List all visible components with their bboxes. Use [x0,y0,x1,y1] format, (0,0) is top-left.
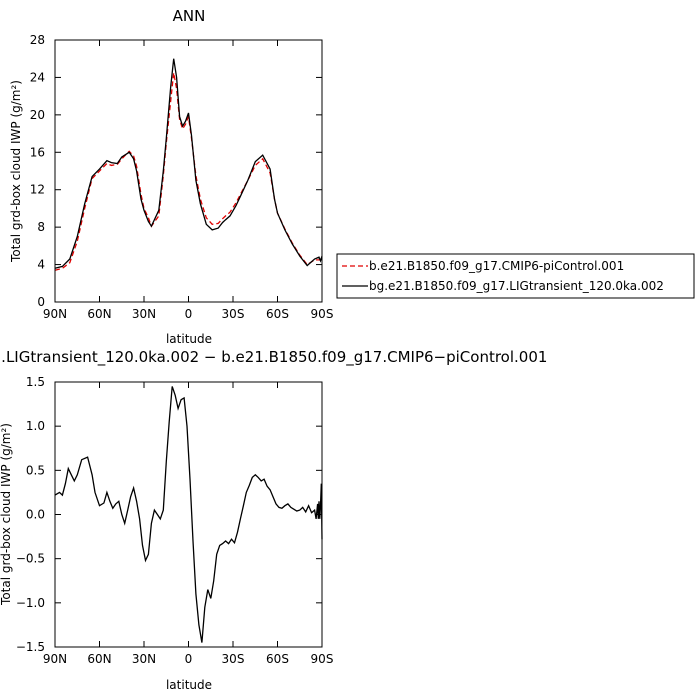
y-tick-label-0-6: 24 [30,70,45,84]
legend-label-transient: bg.e21.B1850.f09_g17.LIGtransient_120.0k… [369,279,664,293]
bottom-series-lines [54,386,323,643]
top-panel: ANN 90N 60N 30N 0 30S 60S 90S 0 4 8 12 16 20 24 28 lat… [9,7,333,346]
x-tick-label-0-5: 60S [266,307,289,321]
top-y-axis-label: Total grd-box cloud IWP (g/m²) [9,80,23,263]
x-tick-label-0-3: 0 [185,307,193,321]
x-tick-label-1-6: 90S [311,652,334,666]
x-tick-label-0-2: 30N [132,307,156,321]
bottom-y-axis-label: Total grd-box cloud IWP (g/m²) [0,423,13,606]
series-line-0-1 [54,58,323,269]
top-x-axis-label: latitude [166,332,212,346]
y-tick-label-0-2: 8 [37,220,45,234]
legend: b.e21.B1850.f09_g17.CMIP6-piControl.001 … [336,253,695,299]
x-tick-label-1-0: 90N [43,652,67,666]
top-series-lines [54,58,323,271]
x-tick-label-1-5: 60S [266,652,289,666]
bottom-x-axis-label: latitude [166,678,212,692]
y-tick-label-1-0: −1.5 [16,640,45,654]
x-tick-label-1-1: 60N [87,652,111,666]
top-axis-ticks: 90N 60N 30N 0 30S 60S 90S 0 4 8 12 16 20 24 28 [30,33,334,321]
y-tick-label-0-5: 20 [30,108,45,122]
y-tick-label-1-2: −0.5 [16,552,45,566]
x-tick-label-0-4: 30S [222,307,245,321]
y-tick-label-1-4: 0.5 [26,463,45,477]
y-tick-label-0-4: 16 [30,145,45,159]
y-tick-label-1-5: 1.0 [26,419,45,433]
top-plot-frame [54,39,323,303]
bottom-panel: bg.e21.B1850.f09_g17.LIGtransient_120.0k… [0,348,547,692]
legend-box [336,253,695,299]
top-chart-title: ANN [173,7,206,25]
y-tick-label-1-6: 1.5 [26,375,45,389]
bottom-chart-title: bg.e21.B1850.f09_g17.LIGtransient_120.0k… [0,348,547,367]
x-tick-label-1-3: 0 [185,652,193,666]
x-tick-label-1-2: 30N [132,652,156,666]
bottom-axis-ticks: 90N 60N 30N 0 30S 60S 90S −1.5 −1.0 −0.5 0.0 0.5 1.0… [16,375,334,666]
bottom-plot-frame [54,381,323,648]
x-tick-label-0-6: 90S [311,307,334,321]
series-line-0-0 [54,72,322,271]
series-line-1-0 [54,386,323,643]
y-tick-label-0-7: 28 [30,33,45,47]
y-tick-label-1-1: −1.0 [16,596,45,610]
y-tick-label-0-0: 0 [37,295,45,309]
y-tick-label-0-3: 12 [30,183,45,197]
x-tick-label-0-1: 60N [87,307,111,321]
x-tick-label-0-0: 90N [43,307,67,321]
x-tick-label-1-4: 30S [222,652,245,666]
y-tick-label-1-3: 0.0 [26,508,45,522]
legend-label-control: b.e21.B1850.f09_g17.CMIP6-piControl.001 [369,259,624,273]
y-tick-label-0-1: 4 [37,258,45,272]
